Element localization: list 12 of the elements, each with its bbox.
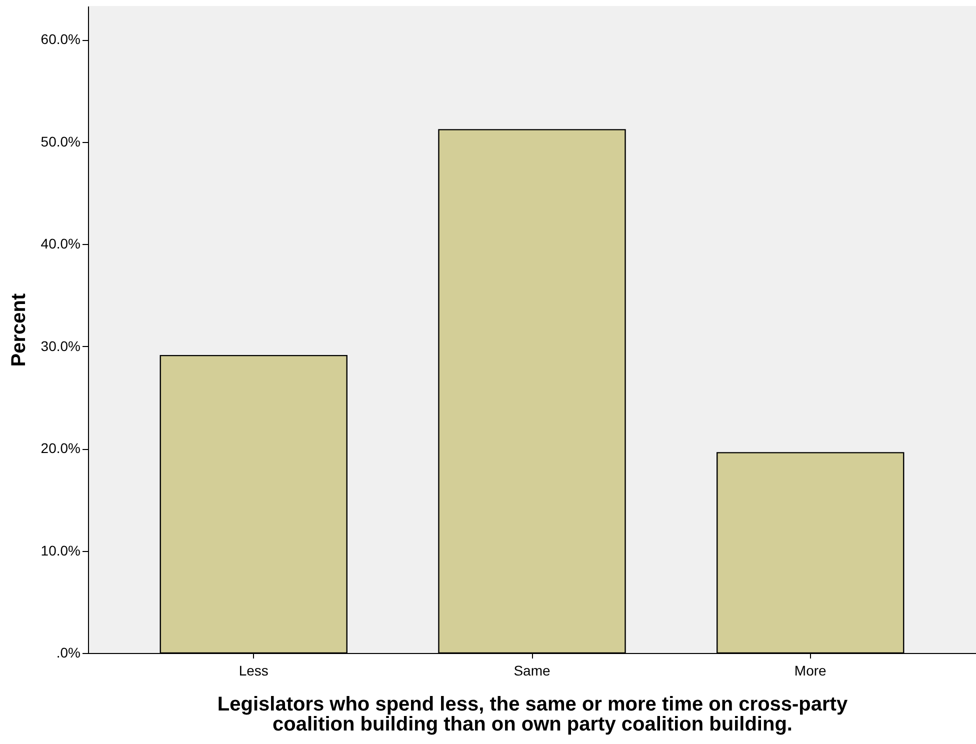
y-tick-label: 60.0% xyxy=(40,31,80,48)
y-tick-label: 30.0% xyxy=(40,338,80,354)
y-tick-label: 50.0% xyxy=(40,133,80,150)
x-tick-label: Same xyxy=(514,662,550,678)
x-axis-title: Legislators who spend less, the same or more time on cross-party coalition building than on own party coalition building. xyxy=(217,694,848,736)
y-tick-label: 10.0% xyxy=(40,542,80,558)
x-tick-label: More xyxy=(794,662,827,678)
x-tick-label: Less xyxy=(238,662,268,678)
y-tick-label: .0% xyxy=(56,644,80,660)
y-axis-title: Percent xyxy=(8,292,30,367)
y-tick-label: 20.0% xyxy=(40,440,80,456)
y-tick-label: 40.0% xyxy=(40,236,80,252)
